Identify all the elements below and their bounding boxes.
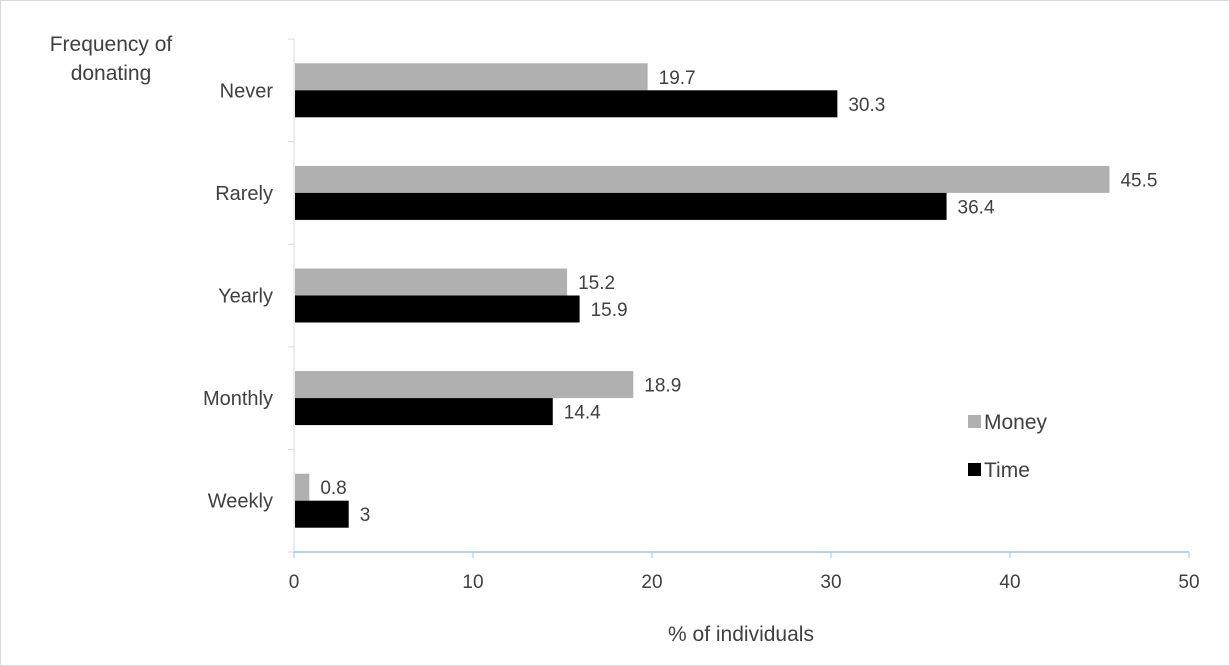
data-label-money-yearly: 15.2 [578,273,615,294]
legend: Money Time [968,411,1048,482]
category-label-monthly: Monthly [203,388,273,410]
y-axis-title-line-2: donating [71,62,152,85]
x-tick-label-40: 40 [999,572,1020,593]
legend-swatch-money [968,415,981,428]
bar-money-yearly [295,268,568,296]
bar-money-monthly [295,371,634,399]
x-tick-labels-group: 0 10 20 30 40 50 [289,572,1200,593]
legend-label-money: Money [984,411,1048,434]
x-tick-label-20: 20 [641,572,662,593]
data-label-money-weekly: 0.8 [320,478,346,499]
x-tick-label-50: 50 [1178,572,1199,593]
data-label-money-never: 19.7 [659,68,696,89]
y-axis-title: Frequency of donating [50,33,173,85]
bar-time-monthly [295,398,553,426]
legend-swatch-time [968,463,981,476]
data-label-money-monthly: 18.9 [644,376,681,397]
data-label-time-monthly: 14.4 [564,403,601,424]
y-axis-title-line-1: Frequency of [50,33,173,56]
category-label-rarely: Rarely [215,183,273,205]
category-label-weekly: Weekly [208,491,273,513]
bar-money-rarely [295,165,1110,193]
legend-label-time: Time [984,459,1030,482]
x-tick-label-10: 10 [462,572,483,593]
data-label-time-rarely: 36.4 [958,197,995,218]
data-label-time-never: 30.3 [848,95,885,116]
data-label-time-yearly: 15.9 [591,300,628,321]
x-axis-title: % of individuals [668,623,814,646]
bar-time-rarely [295,192,947,220]
category-label-yearly: Yearly [218,286,273,308]
category-label-never: Never [220,80,274,102]
data-label-time-weekly: 3 [360,505,371,526]
bars-group [295,63,1110,528]
x-tick-label-0: 0 [289,572,300,593]
axes-group [288,38,1190,558]
bar-time-never [295,90,838,118]
category-labels-group: Never Rarely Yearly Monthly Weekly [203,80,273,512]
x-tick-label-30: 30 [820,572,841,593]
bar-time-weekly [295,500,349,528]
bar-time-yearly [295,295,580,323]
bar-money-weekly [295,473,310,501]
bar-money-never [295,63,648,91]
data-label-money-rarely: 45.5 [1120,170,1157,191]
data-labels-group: 19.7 30.3 45.5 36.4 15.2 15.9 18.9 14.4 0.8 3 [320,68,1157,526]
